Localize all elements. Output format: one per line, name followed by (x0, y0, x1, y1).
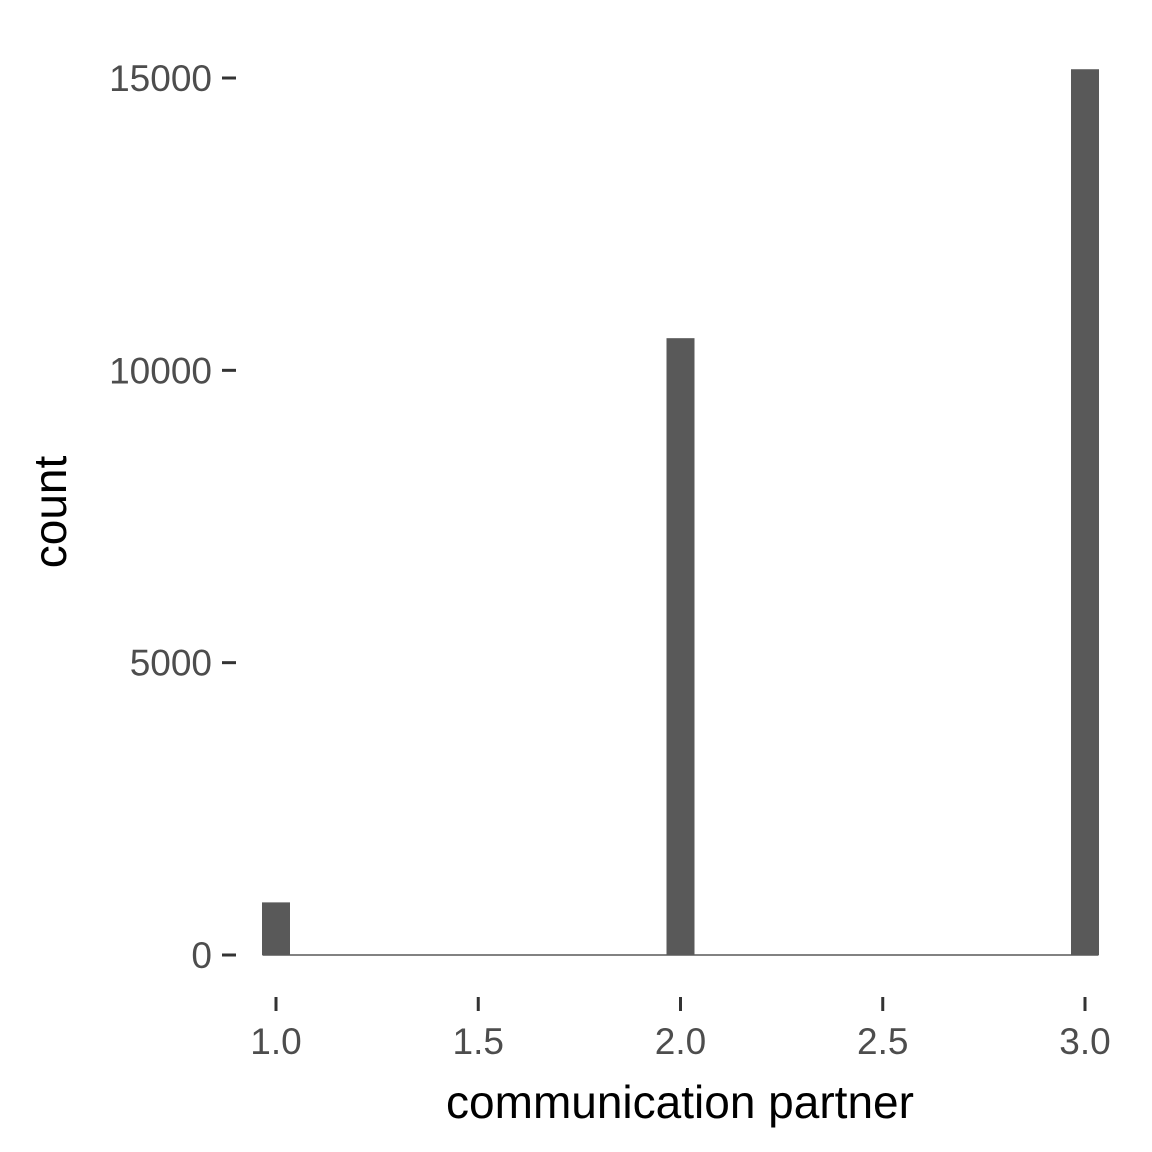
bar-0 (262, 902, 290, 955)
y-axis: 0 5000 10000 15000 (109, 58, 236, 976)
bar-2 (1071, 69, 1099, 956)
y-tick-label: 15000 (109, 58, 212, 99)
x-tick-label: 1.0 (250, 1021, 301, 1062)
y-tick-label: 10000 (109, 350, 212, 391)
x-tick-label: 1.5 (453, 1021, 504, 1062)
x-axis-title: communication partner (446, 1076, 914, 1128)
x-axis: 1.0 1.5 2.0 2.5 3.0 (250, 997, 1111, 1062)
y-tick-label: 5000 (130, 643, 212, 684)
y-tick-label: 0 (191, 935, 212, 976)
x-tick-label: 2.5 (857, 1021, 908, 1062)
bar-1 (666, 338, 695, 956)
x-tick-label: 3.0 (1059, 1021, 1110, 1062)
bars-layer (262, 69, 1099, 956)
x-tick-label: 2.0 (655, 1021, 706, 1062)
y-axis-title: count (24, 456, 76, 569)
